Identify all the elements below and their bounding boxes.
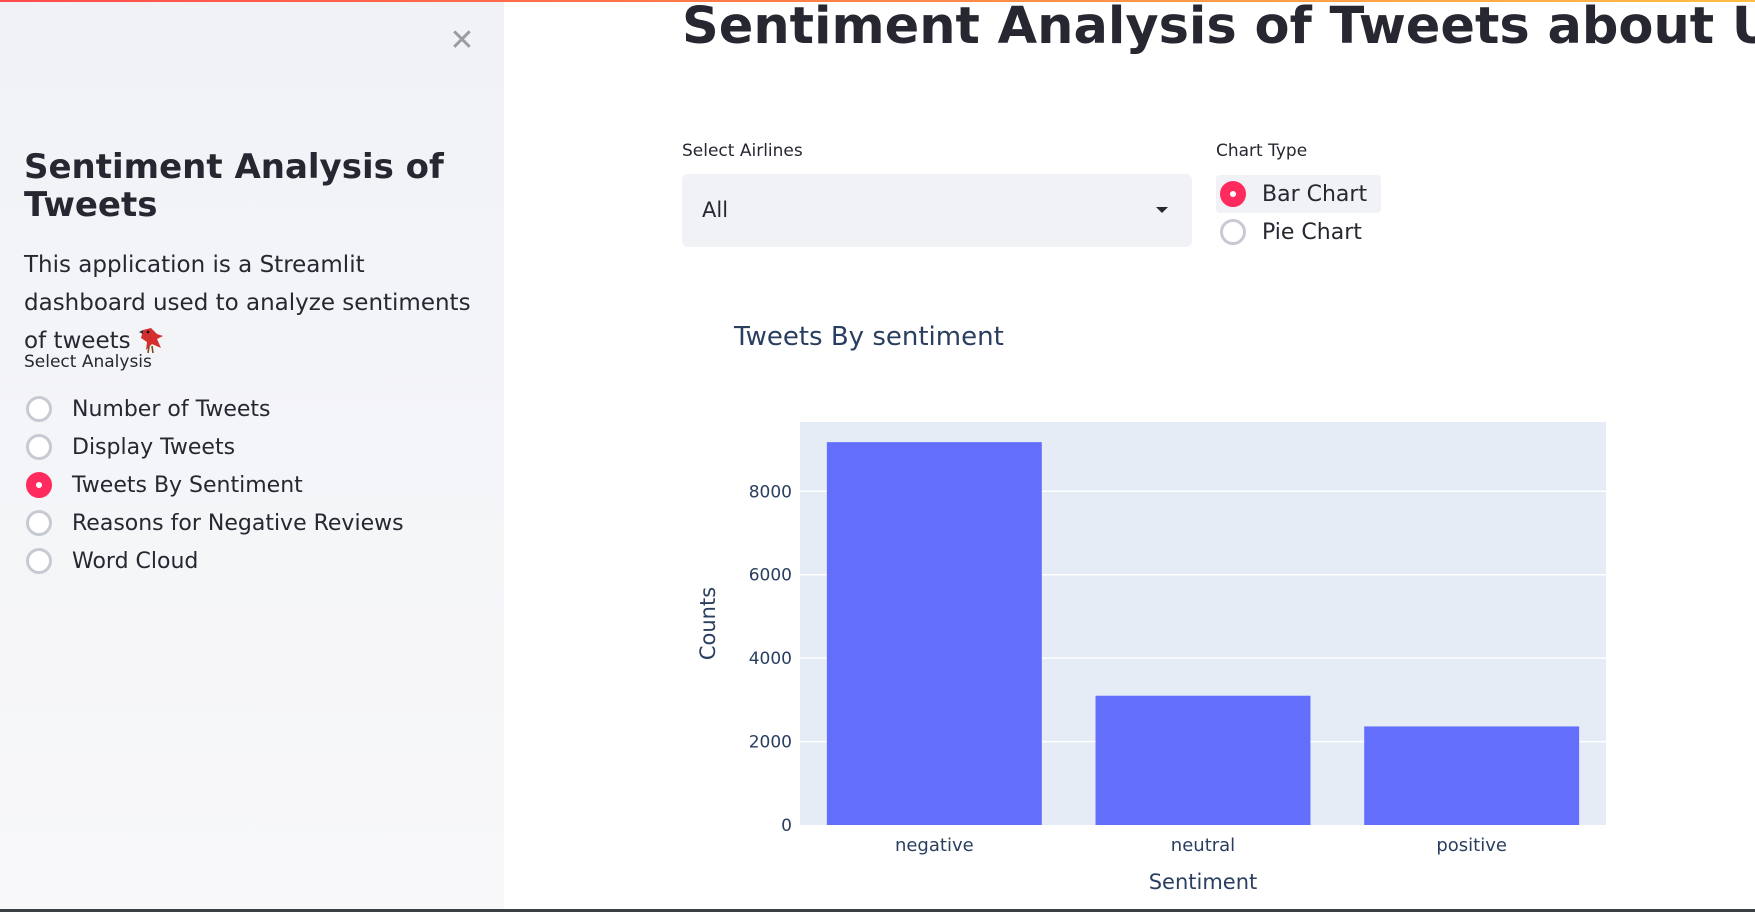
radio-label: Reasons for Negative Reviews [72, 510, 404, 536]
radio-option-pie-chart[interactable]: Pie Chart [1216, 213, 1381, 251]
radio-label: Display Tweets [72, 434, 236, 460]
y-tick-label: 4000 [749, 649, 792, 669]
radio-option-tweets-by-sentiment[interactable]: Tweets By Sentiment [26, 466, 404, 504]
y-tick-label: 8000 [749, 482, 792, 502]
radio-option-word-cloud[interactable]: Word Cloud [26, 542, 404, 580]
radio-button[interactable] [26, 548, 52, 574]
x-tick-label: positive [1436, 835, 1507, 856]
radio-button[interactable] [26, 434, 52, 460]
radio-option-display-tweets[interactable]: Display Tweets [26, 428, 404, 466]
chevron-down-icon [1156, 207, 1168, 213]
y-tick-label: 0 [781, 816, 792, 836]
bar-neutral [1095, 695, 1311, 825]
y-tick-label: 6000 [749, 566, 792, 586]
radio-button[interactable] [26, 510, 52, 536]
sidebar-description-text: This application is a Streamlit dashboar… [24, 252, 471, 354]
radio-label: Tweets By Sentiment [72, 472, 303, 498]
sidebar-title: Sentiment Analysis of Tweets [24, 147, 444, 225]
radio-button[interactable] [1220, 219, 1246, 245]
analysis-radio-group: Number of Tweets Display Tweets Tweets B… [26, 390, 404, 580]
bottom-border [0, 909, 1755, 912]
red-bird-icon [137, 326, 167, 366]
radio-button[interactable] [26, 396, 52, 422]
bar-negative [826, 442, 1042, 825]
close-icon[interactable]: ✕ [449, 23, 475, 58]
sidebar-description: This application is a Streamlit dashboar… [24, 246, 480, 366]
radio-option-number-of-tweets[interactable]: Number of Tweets [26, 390, 404, 428]
y-tick-label: 2000 [749, 733, 792, 753]
radio-label: Word Cloud [72, 548, 199, 574]
airlines-select-value: All [702, 198, 729, 222]
radio-button-selected[interactable] [1220, 181, 1246, 207]
top-accent-bar [0, 0, 1755, 2]
select-airlines-label: Select Airlines [682, 141, 803, 161]
x-tick-label: negative [895, 835, 974, 856]
x-tick-label: neutral [1171, 835, 1235, 856]
sentiment-bar-chart: 0 2000 4000 6000 8000 negative neutral positive… [696, 422, 1606, 894]
radio-option-bar-chart[interactable]: Bar Chart [1216, 175, 1382, 213]
airlines-select[interactable]: All [682, 174, 1192, 247]
select-analysis-label: Select Analysis [24, 352, 152, 372]
y-axis-title: Counts [696, 587, 720, 660]
radio-button-selected[interactable] [26, 472, 52, 498]
page-title: Sentiment Analysis of Tweets about US Ai… [682, 0, 1755, 56]
radio-label: Number of Tweets [72, 396, 271, 422]
x-axis-title: Sentiment [1149, 870, 1258, 894]
chart-title: Tweets By sentiment [734, 322, 1004, 352]
chart-type-radio-group: Bar Chart Pie Chart [1216, 175, 1382, 251]
radio-label: Bar Chart [1262, 181, 1368, 207]
chart-type-label: Chart Type [1216, 141, 1308, 161]
radio-option-reasons-negative[interactable]: Reasons for Negative Reviews [26, 504, 404, 542]
sidebar: ✕ Sentiment Analysis of Tweets This appl… [0, 2, 504, 912]
bar-positive [1364, 726, 1580, 825]
radio-label: Pie Chart [1262, 219, 1362, 245]
